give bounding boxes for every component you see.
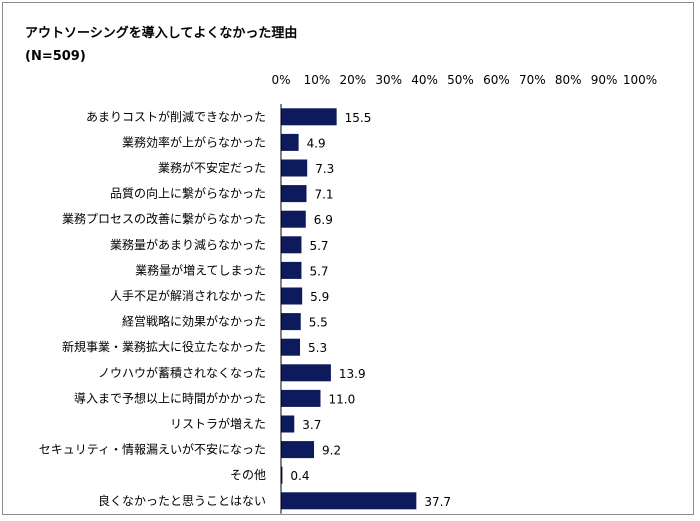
category-label: 品質の向上に繋がらなかった [110, 186, 266, 201]
data-label: 7.3 [315, 162, 334, 176]
category-label: 業務量が増えてしまった [135, 262, 266, 277]
bar [281, 415, 295, 433]
x-tick-label: 50% [447, 73, 474, 87]
x-tick-label: 10% [304, 73, 331, 87]
x-axis-ticks: 0% 10% 20% 30% 40% 50% 60% 70% 80% 90% 100% [271, 73, 657, 87]
data-label: 5.7 [309, 239, 328, 253]
data-label: 0.4 [290, 469, 309, 483]
bar [281, 210, 306, 228]
x-tick-label: 0% [271, 73, 290, 87]
x-tick-label: 70% [519, 73, 546, 87]
category-label: 新規事業・業務拡大に役立たなかった [62, 339, 266, 354]
bar [281, 492, 417, 510]
category-label: 業務効率が上がらなかった [122, 134, 266, 149]
data-label: 15.5 [345, 111, 372, 125]
bar [281, 287, 303, 305]
bar [281, 313, 301, 331]
bar [281, 338, 301, 356]
category-label: 良くなかったと思うことはない [98, 493, 266, 508]
chart-frame [2, 2, 694, 515]
category-label: 業務が不安定だった [158, 160, 266, 175]
data-label: 7.1 [314, 188, 333, 202]
bars [281, 108, 417, 510]
data-label: 5.7 [309, 264, 328, 278]
data-label: 5.3 [308, 341, 327, 355]
x-tick-label: 100% [623, 73, 657, 87]
data-label: 11.0 [328, 392, 355, 406]
bar [281, 185, 307, 203]
category-label: あまりコストが削減できなかった [86, 109, 266, 124]
category-labels: あまりコストが削減できなかった業務効率が上がらなかった業務が不安定だった品質の向… [39, 109, 266, 508]
bar [281, 466, 283, 484]
category-label: 経営戦略に効果がなかった [122, 314, 266, 329]
data-label: 5.5 [309, 316, 328, 330]
data-labels: 15.5 4.9 7.3 7.1 6.9 5.7 5.7 5.9 5.5 5.3 13.9 11.0 3… [290, 111, 451, 509]
x-tick-label: 60% [483, 73, 510, 87]
data-label: 37.7 [424, 495, 451, 509]
bar [281, 133, 299, 151]
x-tick-label: 30% [375, 73, 402, 87]
data-label: 6.9 [314, 213, 333, 227]
x-tick-label: 40% [411, 73, 438, 87]
category-label: 人手不足が解消されなかった [110, 288, 266, 303]
x-tick-label: 90% [591, 73, 618, 87]
data-label: 9.2 [322, 444, 341, 458]
category-label: 業務量があまり減らなかった [110, 237, 266, 252]
category-label: ノウハウが蓄積されなくなった [98, 365, 266, 380]
bar [281, 108, 337, 126]
bar [281, 159, 308, 177]
bar [281, 364, 331, 382]
category-label: その他 [230, 468, 266, 482]
category-label: 業務プロセスの改善に繋がらなかった [62, 211, 266, 226]
category-label: セキュリティ・情報漏えいが不安になった [39, 442, 266, 457]
data-label: 3.7 [302, 418, 321, 432]
data-label: 4.9 [307, 136, 326, 150]
bar [281, 261, 302, 279]
x-tick-label: 20% [339, 73, 366, 87]
bar [281, 236, 302, 254]
bar [281, 389, 321, 407]
data-label: 13.9 [339, 367, 366, 381]
category-label: 導入まで予想以上に時間がかかった [74, 390, 266, 405]
bar [281, 441, 315, 459]
x-tick-label: 80% [555, 73, 582, 87]
category-label: リストラが増えた [170, 416, 266, 431]
chart-subtitle: (N=509) [25, 49, 86, 64]
data-label: 5.9 [310, 290, 329, 304]
chart-title: アウトソーシングを導入してよくなかった理由 [25, 26, 298, 41]
